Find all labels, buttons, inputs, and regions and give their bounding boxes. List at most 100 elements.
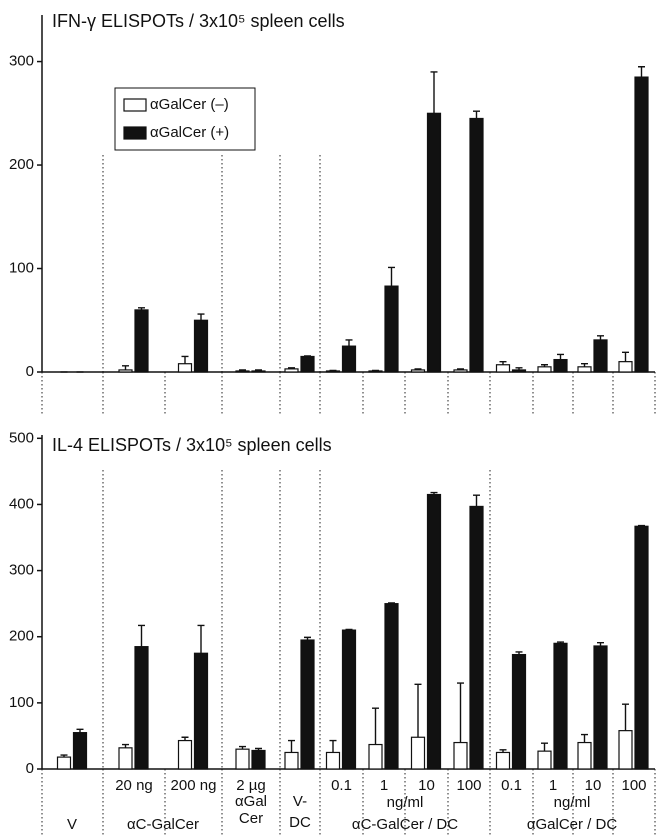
error-bar	[122, 365, 129, 370]
error-bar	[76, 728, 84, 733]
error-bar	[60, 754, 68, 758]
error-bar	[138, 624, 145, 647]
x-tick-label: 1	[549, 777, 557, 794]
bar	[593, 339, 608, 373]
bar	[177, 363, 193, 373]
error-bar	[430, 491, 438, 495]
error-bar	[329, 369, 337, 372]
error-bar	[181, 355, 189, 364]
x-tick-label: 100	[621, 777, 646, 794]
error-bar	[345, 628, 353, 631]
error-bar	[499, 749, 507, 753]
bar	[511, 369, 527, 373]
bar	[511, 653, 527, 770]
error-bar	[473, 494, 480, 507]
error-bar	[541, 742, 548, 752]
bar	[453, 369, 468, 373]
y-tick-label: 500	[9, 429, 34, 446]
error-bar	[515, 651, 523, 655]
error-bar	[329, 739, 337, 753]
bar	[634, 76, 649, 373]
x-tick-label: 0.1	[331, 777, 352, 794]
bar	[384, 603, 399, 770]
bar	[469, 505, 484, 770]
error-bar	[197, 313, 205, 321]
group-label: DC	[289, 814, 311, 831]
bar	[251, 370, 266, 373]
bar	[284, 751, 299, 770]
x-tick-label: 100	[456, 777, 481, 794]
group-label: αGal	[235, 793, 267, 810]
group-label: V	[67, 816, 77, 833]
error-bar	[473, 110, 480, 119]
legend-box	[114, 87, 256, 151]
chart-title: IL-4 ELISPOTs / 3x10⁵ spleen cells	[52, 435, 332, 455]
error-bar	[597, 335, 604, 340]
error-bar	[414, 683, 422, 738]
group-label: V-	[293, 793, 307, 810]
error-bar	[304, 355, 311, 357]
bar	[577, 741, 592, 770]
legend-label: αGalCer (+)	[150, 124, 229, 141]
error-bar	[457, 682, 464, 743]
bar	[453, 741, 468, 770]
y-tick-label: 100	[9, 259, 34, 276]
error-bar	[138, 307, 145, 310]
bar	[118, 369, 133, 373]
error-bar	[581, 733, 588, 743]
y-tick-label: 300	[9, 53, 34, 70]
bar	[284, 368, 299, 373]
bar	[410, 369, 426, 373]
error-bar	[288, 739, 295, 753]
bar	[300, 639, 315, 770]
bar	[341, 629, 357, 770]
error-bar	[557, 641, 564, 644]
error-bar	[181, 736, 189, 741]
chart-title: IFN-γ ELISPOTs / 3x10⁵ spleen cells	[52, 11, 345, 31]
bar	[251, 749, 266, 770]
x-tick-label: 0.1	[501, 777, 522, 794]
bar	[618, 730, 633, 770]
error-bar	[541, 364, 548, 367]
error-bar	[622, 351, 629, 362]
bar	[193, 652, 209, 770]
error-bar	[414, 368, 422, 370]
x-tick-label: 2 µg	[236, 777, 266, 794]
y-tick-label: 300	[9, 562, 34, 579]
error-bar	[499, 360, 507, 365]
bar	[410, 736, 426, 770]
bar	[300, 355, 315, 373]
legend-label: αGalCer (–)	[150, 96, 229, 113]
x-tick-label: 200 ng	[171, 777, 217, 794]
bar	[469, 117, 484, 373]
bar	[553, 358, 568, 373]
bar	[193, 319, 209, 373]
x-tick-label: 20 ng	[115, 777, 153, 794]
error-bar	[581, 363, 588, 367]
bar	[495, 364, 511, 373]
error-bar	[638, 66, 645, 78]
error-bar	[288, 367, 295, 369]
x-tick-label: 10	[585, 777, 602, 794]
group-label: ng/ml	[554, 794, 591, 811]
error-bar	[430, 71, 438, 114]
error-bar	[255, 369, 262, 371]
y-tick-label: 200	[9, 628, 34, 645]
legend-swatch	[123, 126, 147, 140]
bar	[134, 646, 149, 770]
error-bar	[457, 368, 464, 370]
bar	[368, 743, 383, 770]
error-bar	[239, 369, 246, 371]
error-bar	[515, 367, 523, 370]
group-label: αC-GalCer	[127, 816, 199, 833]
error-bar	[597, 641, 604, 646]
y-tick-label: 0	[26, 760, 34, 777]
error-bar	[388, 602, 395, 604]
bar	[495, 751, 511, 770]
bar	[593, 645, 608, 770]
bar	[577, 366, 592, 373]
legend-swatch	[123, 98, 147, 112]
error-bar	[388, 266, 395, 287]
bar	[426, 493, 442, 770]
